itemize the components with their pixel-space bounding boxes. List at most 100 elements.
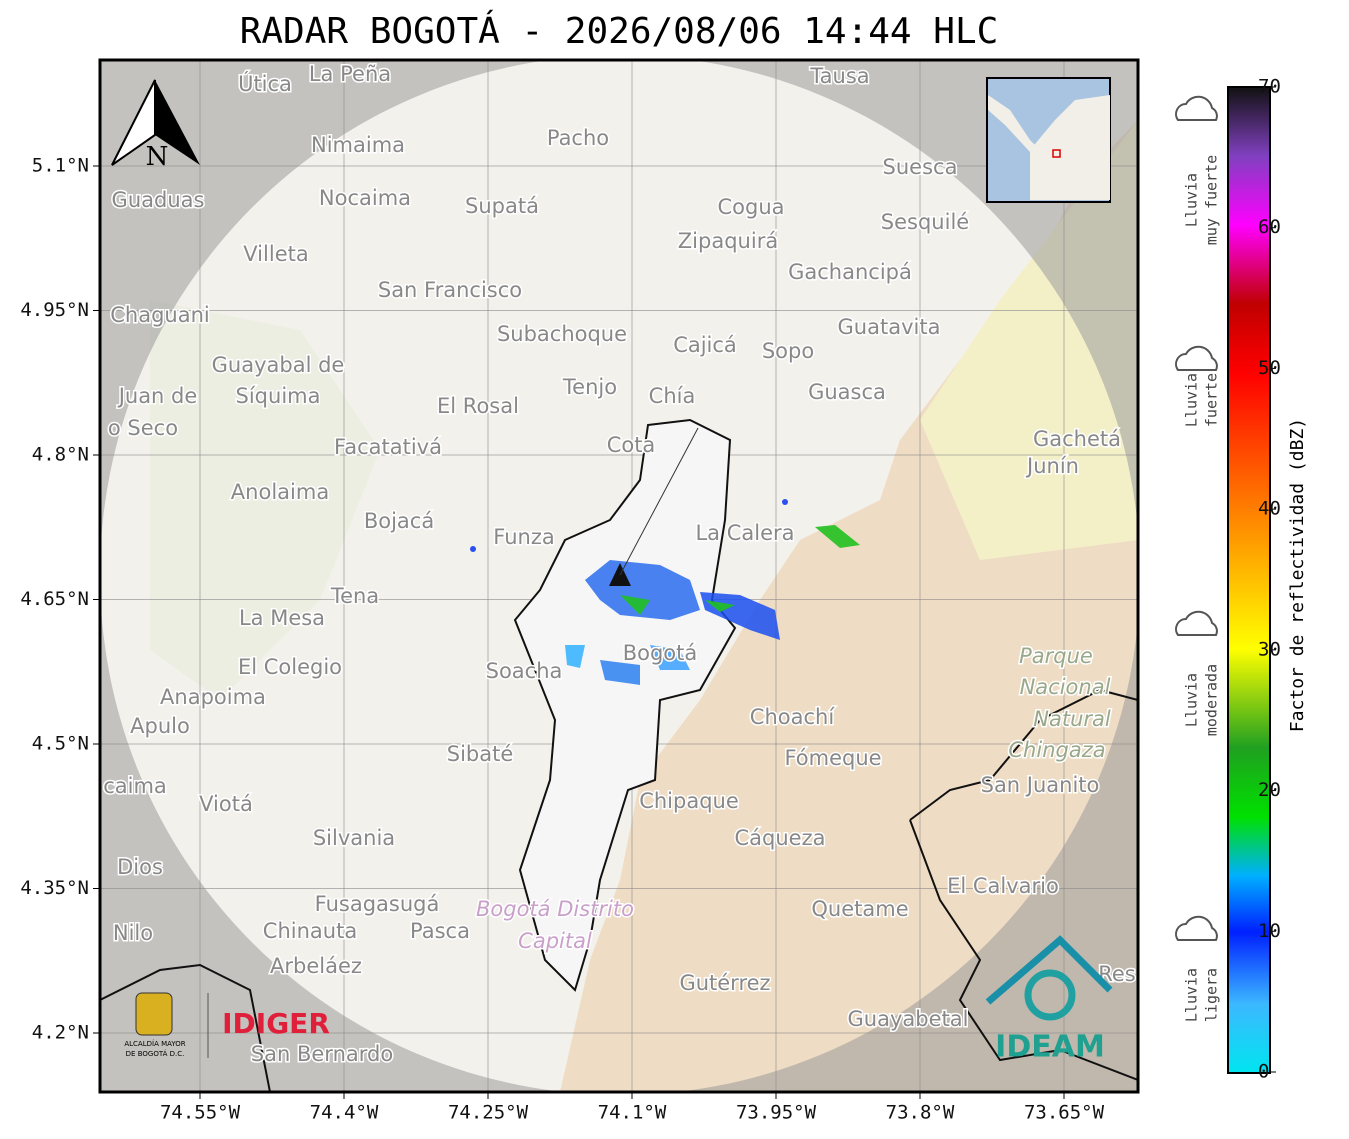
- place-label: Natural: [1033, 707, 1111, 731]
- lat-tick-label: 4.35°N: [20, 877, 89, 899]
- place-label: San Bernardo: [251, 1042, 393, 1066]
- colorbar-tick-label: 20: [1258, 779, 1281, 801]
- bogota-boundary: [513, 418, 737, 992]
- lon-tick-label: 74.25°W: [448, 1102, 529, 1124]
- place-label: Tausa: [809, 64, 869, 88]
- place-label: Síquima: [236, 384, 321, 408]
- lat-tick-label: 4.5°N: [32, 733, 89, 755]
- place-label: Sopo: [762, 339, 814, 363]
- place-label: Apulo: [130, 714, 190, 738]
- lat-tick-label: 4.2°N: [32, 1022, 89, 1044]
- colorbar: [1227, 86, 1271, 1074]
- alcaldia-text: ALCALDÍA MAYOR: [124, 1039, 185, 1048]
- lon-tick-label: 74.4°W: [310, 1102, 379, 1124]
- place-label: Guayabal de: [212, 353, 345, 377]
- place-label: Chaguani: [110, 303, 210, 327]
- rain-level-label: muy fuerte: [1203, 155, 1221, 245]
- lat-tick-label: 4.65°N: [20, 588, 89, 610]
- place-label: Capital: [518, 929, 592, 953]
- place-label: Chinauta: [263, 919, 357, 943]
- colorbar-tick-label: 60: [1258, 216, 1281, 238]
- place-label: Pasca: [410, 919, 470, 943]
- place-label: Quetame: [811, 897, 908, 921]
- place-label: El Rosal: [437, 394, 519, 418]
- north-arrow: N: [111, 79, 200, 172]
- place-label: La Peña: [309, 62, 391, 86]
- rain-icon: [1175, 95, 1218, 121]
- place-labels: La Peña Útica Tausa Pacho Nimaima Guaduas Noca…: [102, 61, 1138, 1068]
- place-label: Bojacá: [364, 509, 434, 533]
- place-label: Útica: [238, 71, 292, 96]
- place-label: Arbeláez: [270, 954, 362, 978]
- lon-tick-label: 73.95°W: [736, 1102, 817, 1124]
- place-label: Guayabetal: [848, 1007, 969, 1031]
- place-label: Parque: [1019, 644, 1093, 668]
- place-label: El Colegio: [238, 655, 342, 679]
- ideam-swirl: [1024, 969, 1076, 1021]
- department-boundary: [909, 688, 1138, 1081]
- map: La Peña Útica Tausa Pacho Nimaima Guaduas Noca…: [100, 60, 1138, 1092]
- place-label: Junín: [1025, 454, 1079, 478]
- place-label: San Juanito: [981, 773, 1100, 797]
- place-label: caima: [103, 774, 167, 798]
- grid: [100, 60, 1138, 1092]
- place-label: Funza: [493, 525, 554, 549]
- rain-level-label: Lluvia: [1183, 173, 1201, 227]
- place-label: Soacha: [486, 659, 563, 683]
- place-label: Nocaima: [319, 186, 411, 210]
- place-label: Chipaque: [639, 789, 739, 813]
- rain-level-label: moderada: [1203, 664, 1221, 736]
- rain-icon: [1175, 915, 1218, 941]
- rain-icon: [1175, 610, 1218, 636]
- place-label: Cogua: [717, 195, 784, 219]
- place-label: Nilo: [113, 921, 153, 945]
- ideam-roof: [985, 935, 1113, 1005]
- place-label: Gachancipá: [788, 260, 912, 284]
- colorbar-label: Factor de reflectividad (dBZ): [1287, 418, 1308, 732]
- logos: ALCALDÍA MAYOR DE BOGOTÁ D.C. IDIGER IDE…: [124, 935, 1113, 1065]
- colorbar-tick-label: 70: [1258, 76, 1281, 98]
- place-label: o Seco: [108, 416, 178, 440]
- place-label: Chingaza: [1008, 738, 1105, 762]
- lon-tick-label: 73.65°W: [1024, 1102, 1105, 1124]
- place-label: San Francisco: [378, 278, 522, 302]
- place-label: Juan de: [117, 384, 198, 408]
- title: RADAR BOGOTÁ - 2026/08/06 14:44 HLC: [240, 10, 999, 52]
- lon-tick-label: 73.8°W: [886, 1102, 955, 1124]
- place-label: Nimaima: [311, 133, 405, 157]
- place-label: Subachoque: [497, 322, 627, 346]
- place-label: Facatativá: [334, 435, 442, 459]
- place-label: Bogotá: [623, 641, 698, 665]
- place-label: Supatá: [465, 194, 539, 218]
- place-label: Guasca: [808, 380, 886, 404]
- radar-echoes: [470, 499, 860, 685]
- place-label: Gutérrez: [679, 971, 770, 995]
- place-label: Guaduas: [112, 188, 205, 212]
- place-label: Zipaquirá: [678, 229, 778, 253]
- colorbar-tick-label: 50: [1258, 357, 1281, 379]
- department-boundary: [100, 963, 271, 1092]
- place-label: Bogotá Distrito: [476, 897, 634, 921]
- place-label: Cajicá: [673, 333, 737, 357]
- place-label: Fómeque: [784, 746, 881, 770]
- place-label: Guatavita: [838, 315, 941, 339]
- colorbar-tick-label: 10: [1258, 920, 1281, 942]
- place-label: Tenjo: [562, 375, 617, 399]
- map-frame: [98, 58, 1140, 1094]
- rain-level-label: Lluvia: [1183, 373, 1201, 427]
- place-label: Silvania: [313, 826, 395, 850]
- place-label: Anapoima: [160, 685, 266, 709]
- alcaldia-shield: [135, 992, 173, 1036]
- place-label: Anolaima: [231, 480, 329, 504]
- colorbar-tick-label: 0: [1258, 1061, 1269, 1083]
- place-label: Dios: [117, 855, 163, 879]
- place-label: Sesquilé: [881, 210, 969, 234]
- place-label: Chía: [649, 384, 696, 408]
- place-label: Choachí: [750, 705, 836, 729]
- colorbar-tick-label: 40: [1258, 498, 1281, 520]
- place-label: Fusagasugá: [315, 892, 440, 916]
- place-label: La Mesa: [239, 606, 325, 630]
